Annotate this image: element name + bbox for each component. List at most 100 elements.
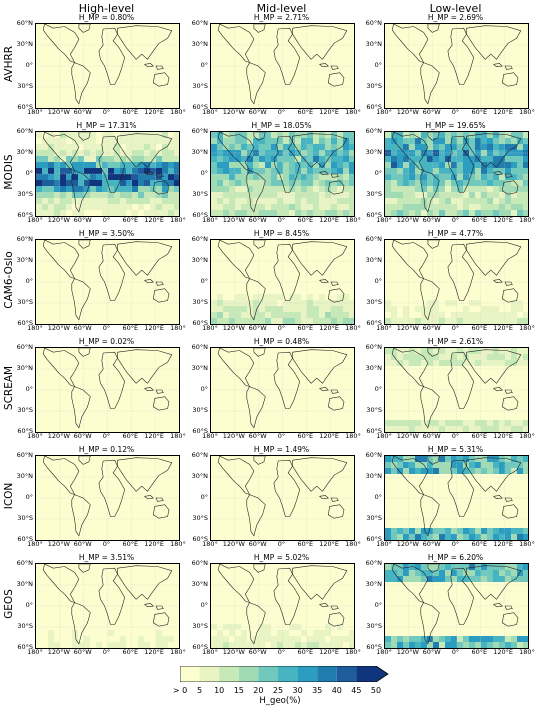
coastline bbox=[42, 456, 80, 496]
heat-cell bbox=[427, 480, 433, 486]
heat-cell bbox=[343, 606, 349, 612]
heat-cell bbox=[349, 204, 354, 210]
heat-cell bbox=[108, 144, 114, 150]
heat-cell bbox=[403, 318, 409, 324]
heat-cell bbox=[48, 186, 54, 192]
y-tick-label: 30°S bbox=[366, 82, 382, 90]
heat-cell bbox=[409, 612, 415, 618]
heat-cell bbox=[427, 456, 433, 462]
heat-cell bbox=[511, 504, 517, 510]
heat-cell bbox=[439, 174, 445, 180]
heat-cell bbox=[349, 168, 354, 174]
coastline bbox=[327, 180, 345, 195]
heat-cell bbox=[385, 426, 391, 432]
x-tick-label: 120°E bbox=[493, 432, 514, 440]
heat-cell bbox=[156, 144, 162, 150]
heat-cell bbox=[241, 642, 247, 648]
heat-cell bbox=[150, 168, 156, 174]
heat-cell bbox=[469, 486, 475, 492]
heat-cell bbox=[349, 174, 354, 180]
map-panel bbox=[35, 131, 180, 217]
heat-cell bbox=[505, 354, 511, 360]
heat-cell bbox=[313, 156, 319, 162]
heat-cell bbox=[66, 144, 72, 150]
y-tick-label: 0° bbox=[374, 385, 382, 393]
heat-cell bbox=[403, 168, 409, 174]
x-tick-label: 120°E bbox=[493, 216, 514, 224]
y-tick-label: 30°S bbox=[17, 406, 33, 414]
coastline bbox=[501, 396, 519, 411]
coastline bbox=[504, 65, 513, 70]
heat-cell bbox=[409, 204, 415, 210]
heat-cell bbox=[523, 162, 528, 168]
heat-cell bbox=[289, 576, 295, 582]
y-tick-label: 30°N bbox=[365, 40, 382, 48]
heat-cell bbox=[144, 618, 150, 624]
heat-cell bbox=[84, 138, 90, 144]
heat-cell bbox=[445, 306, 451, 312]
heat-cell bbox=[211, 312, 217, 318]
x-tick-label: 120°W bbox=[47, 648, 70, 656]
heat-cell bbox=[325, 306, 331, 312]
heat-cell bbox=[120, 630, 126, 636]
heat-cell bbox=[42, 168, 48, 174]
heat-cell bbox=[415, 426, 421, 432]
heat-cell bbox=[445, 360, 451, 366]
heat-cell bbox=[511, 348, 517, 354]
heat-cell bbox=[391, 612, 397, 618]
heat-cell bbox=[421, 210, 427, 216]
heat-cell bbox=[505, 618, 511, 624]
heat-cell bbox=[271, 210, 277, 216]
heat-cell bbox=[433, 480, 439, 486]
heat-cell bbox=[42, 204, 48, 210]
heat-cell bbox=[433, 354, 439, 360]
heat-cell bbox=[331, 570, 337, 576]
heat-cell bbox=[481, 420, 487, 426]
coastline bbox=[155, 173, 164, 178]
heat-cell bbox=[229, 306, 235, 312]
heat-cell bbox=[337, 144, 343, 150]
heat-cell bbox=[415, 306, 421, 312]
heat-cell bbox=[469, 312, 475, 318]
heat-cell bbox=[132, 138, 138, 144]
heat-cell bbox=[307, 168, 313, 174]
heat-cell bbox=[415, 510, 421, 516]
y-tick-label: 0° bbox=[25, 277, 33, 285]
heat-cell bbox=[499, 534, 505, 540]
heat-cell bbox=[391, 186, 397, 192]
heat-cell bbox=[403, 420, 409, 426]
heat-cell bbox=[138, 630, 144, 636]
heat-cell bbox=[415, 564, 421, 570]
heat-cell bbox=[60, 636, 66, 642]
heat-cell bbox=[120, 198, 126, 204]
heat-cell bbox=[247, 636, 253, 642]
heat-cell bbox=[259, 252, 265, 258]
heat-cell bbox=[463, 636, 469, 642]
panel-title: H_MP = 2.71% bbox=[253, 13, 310, 22]
y-tick-label: 0° bbox=[374, 601, 382, 609]
heat-cell bbox=[241, 306, 247, 312]
heat-cell bbox=[283, 270, 289, 276]
heat-cell bbox=[439, 630, 445, 636]
heat-cell bbox=[385, 642, 391, 648]
heat-cell bbox=[433, 612, 439, 618]
y-tick-label: 30°S bbox=[17, 190, 33, 198]
heat-cell bbox=[475, 306, 481, 312]
heat-cell bbox=[174, 162, 179, 168]
heat-cell bbox=[289, 264, 295, 270]
heat-cell bbox=[481, 636, 487, 642]
coastline bbox=[71, 62, 91, 105]
heat-cell bbox=[481, 198, 487, 204]
heat-cell bbox=[451, 198, 457, 204]
heat-cell bbox=[138, 198, 144, 204]
y-tick-label: 30°S bbox=[17, 622, 33, 630]
heat-cell bbox=[283, 144, 289, 150]
heat-cell bbox=[481, 246, 487, 252]
heat-cell bbox=[523, 480, 528, 486]
map-panel bbox=[35, 23, 180, 109]
coastline bbox=[466, 133, 522, 168]
heat-cell bbox=[265, 168, 271, 174]
heat-cell bbox=[343, 162, 349, 168]
heat-cell bbox=[120, 204, 126, 210]
y-tick-label: 30°N bbox=[365, 472, 382, 480]
